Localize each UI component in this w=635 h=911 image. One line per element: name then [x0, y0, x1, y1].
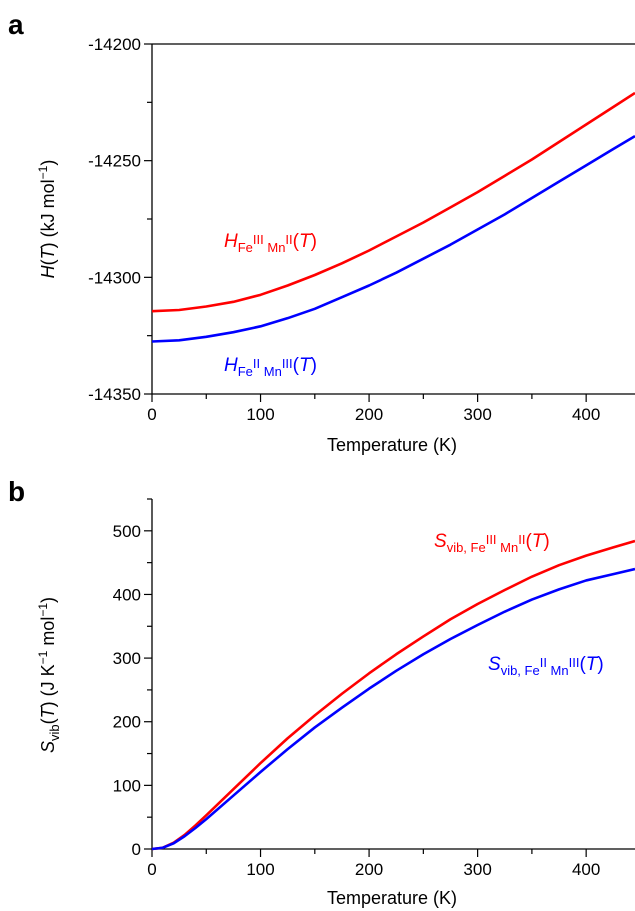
panel-a-x-tick-label: 200	[355, 405, 383, 424]
panel-a-y-tick-label: -14300	[88, 268, 141, 287]
label-sub2: Mn	[264, 240, 286, 255]
panel-b-axes: 0 100 200 300 400 0 100 200 300 400 500	[113, 498, 635, 879]
panel-a: a 0 100 200 300 400-14350-14300-14250-14200 …	[8, 9, 635, 455]
panel-b-y-tick-label: 100	[113, 776, 141, 795]
panel-b-series-line-s-fe2mn3	[151, 567, 635, 851]
panel-b-ylabel-paren: (	[38, 718, 58, 724]
panel-a-x-tick-label: 0	[147, 405, 156, 424]
label-sub: Fe	[238, 364, 253, 379]
label-sub: vib, Fe	[501, 663, 540, 678]
panel-a-label-fe3mn2: HFeIII MnII(T)	[224, 231, 317, 255]
panel-b-ylabel-sup2: −1	[36, 603, 50, 617]
panel-b-ylabel-unit: ) (J K	[38, 664, 58, 707]
label-sup: III	[253, 232, 264, 247]
panel-label-b: b	[8, 476, 25, 507]
label-sub: vib, Fe	[447, 540, 486, 555]
label-sup2: II	[285, 232, 292, 247]
label-symbol: H	[224, 231, 238, 252]
panel-b-x-tick-label: 200	[355, 860, 383, 879]
label-T: T	[299, 355, 312, 376]
panel-b-x-tick-label: 100	[246, 860, 274, 879]
panel-a-x-tick-label: 300	[463, 405, 491, 424]
panel-a-series-line-fe3mn2	[151, 91, 635, 313]
label-close: )	[543, 531, 549, 552]
panel-b-ylabel-mid: mol	[38, 617, 58, 651]
panel-a-y-tick-label: -14200	[88, 35, 141, 54]
panel-a-x-tick-label: 100	[246, 405, 274, 424]
panel-a-y-tick-label: -14250	[88, 152, 141, 171]
panel-b-y-tick-label: 500	[113, 522, 141, 541]
panel-b-ylabel-sub: vib	[47, 724, 62, 741]
panel-b-y-tick-label: 300	[113, 649, 141, 668]
panel-a-x-axis-label: Temperature (K)	[327, 435, 457, 455]
panel-b-ylabel-close: )	[38, 597, 58, 603]
label-sup2: III	[282, 356, 293, 371]
panel-a-ylabel-close: )	[38, 160, 58, 166]
label-symbol: H	[224, 355, 238, 376]
label-sub2: Mn	[497, 540, 519, 555]
panel-b-x-tick-label: 300	[463, 860, 491, 879]
panel-b-label-fe3mn2: Svib, FeIII MnII(T)	[434, 531, 550, 555]
panel-b-series-line-s-fe3mn2	[151, 539, 635, 851]
label-symbol: S	[488, 654, 501, 675]
panel-a-y-axis-label: H(T) (kJ mol−1)	[36, 160, 58, 279]
panel-b-y-axis-label: Svib(T) (J K−1 mol−1)	[36, 597, 62, 753]
panel-b-x-axis-label: Temperature (K)	[327, 888, 457, 908]
label-sup: II	[253, 356, 260, 371]
label-sub: Fe	[238, 240, 253, 255]
panel-b-y-tick-label: 0	[132, 840, 141, 859]
panel-b-series	[151, 539, 635, 851]
panel-a-ylabel-paren: (	[38, 259, 58, 265]
panel-b-ylabel-T: T	[38, 705, 58, 718]
panel-a-ylabel-symbol: H	[38, 264, 58, 278]
label-open: (	[293, 231, 300, 252]
panel-b-label-fe2mn3: Svib, FeII MnIII(T)	[488, 654, 604, 678]
panel-b: b 0 100 200 300 400 0 100 200 300 400 500 Temperat…	[8, 476, 635, 908]
panel-a-label-fe2mn3: HFeII MnIII(T)	[224, 355, 317, 379]
label-close: )	[311, 231, 317, 252]
label-sup2: II	[518, 532, 525, 547]
panel-a-x-tick-label: 400	[572, 405, 600, 424]
label-open: (	[525, 531, 532, 552]
panel-b-y-tick-label: 400	[113, 585, 141, 604]
panel-a-ylabel-sup: −1	[36, 165, 50, 179]
label-T: T	[586, 654, 599, 675]
panel-a-ylabel-T: T	[38, 246, 58, 259]
panel-label-a: a	[8, 9, 24, 40]
label-open: (	[579, 654, 586, 675]
panel-a-ylabel-unit: ) (kJ mol	[38, 179, 58, 248]
label-T: T	[299, 231, 312, 252]
panel-b-x-tick-label: 0	[147, 860, 156, 879]
label-close: )	[311, 355, 317, 376]
panel-a-series-line-fe2mn3	[151, 135, 635, 343]
panel-a-y-tick-label: -14350	[88, 385, 141, 404]
panel-a-series	[151, 91, 635, 343]
panel-b-ylabel-sup: −1	[36, 650, 50, 664]
label-T: T	[532, 531, 545, 552]
label-sub2: Mn	[260, 364, 282, 379]
label-sup: II	[540, 655, 547, 670]
panel-a-axes: 0 100 200 300 400 -14350 -14300 -14250 -14200	[88, 35, 635, 424]
label-close: )	[597, 654, 603, 675]
label-sup: III	[486, 532, 497, 547]
panel-b-y-tick-label: 200	[113, 713, 141, 732]
label-sup2: III	[569, 655, 580, 670]
label-symbol: S	[434, 531, 447, 552]
panel-b-ylabel-symbol: S	[38, 741, 58, 753]
label-open: (	[293, 355, 300, 376]
label-sub2: Mn	[547, 663, 569, 678]
panel-b-x-tick-label: 400	[572, 860, 600, 879]
